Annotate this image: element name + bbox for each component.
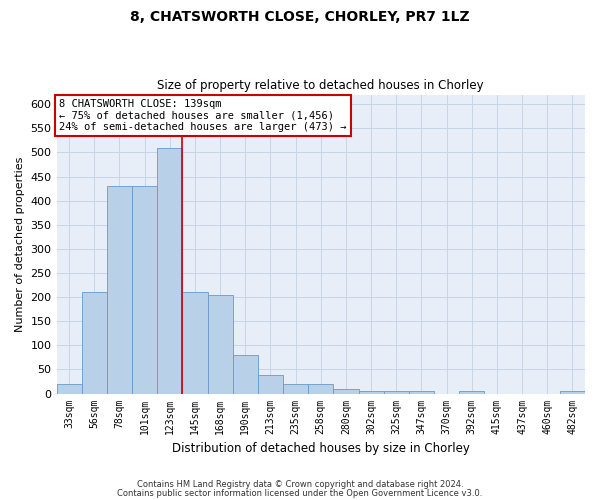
Text: 8 CHATSWORTH CLOSE: 139sqm
← 75% of detached houses are smaller (1,456)
24% of s: 8 CHATSWORTH CLOSE: 139sqm ← 75% of deta…	[59, 99, 347, 132]
Bar	[459, 391, 484, 394]
Bar	[182, 292, 208, 394]
Bar	[383, 391, 409, 394]
Text: Contains HM Land Registry data © Crown copyright and database right 2024.: Contains HM Land Registry data © Crown c…	[137, 480, 463, 489]
Text: Contains public sector information licensed under the Open Government Licence v3: Contains public sector information licen…	[118, 489, 482, 498]
Bar	[409, 391, 434, 394]
Title: Size of property relative to detached houses in Chorley: Size of property relative to detached ho…	[157, 79, 484, 92]
X-axis label: Distribution of detached houses by size in Chorley: Distribution of detached houses by size …	[172, 442, 470, 455]
Bar	[107, 186, 132, 394]
Bar	[560, 391, 585, 394]
Bar	[208, 294, 233, 394]
Bar	[283, 384, 308, 394]
Bar	[334, 388, 359, 394]
Bar	[82, 292, 107, 394]
Bar	[233, 355, 258, 394]
Bar	[132, 186, 157, 394]
Bar	[359, 391, 383, 394]
Text: 8, CHATSWORTH CLOSE, CHORLEY, PR7 1LZ: 8, CHATSWORTH CLOSE, CHORLEY, PR7 1LZ	[130, 10, 470, 24]
Bar	[308, 384, 334, 394]
Bar	[56, 384, 82, 394]
Y-axis label: Number of detached properties: Number of detached properties	[15, 156, 25, 332]
Bar	[157, 148, 182, 394]
Bar	[258, 375, 283, 394]
